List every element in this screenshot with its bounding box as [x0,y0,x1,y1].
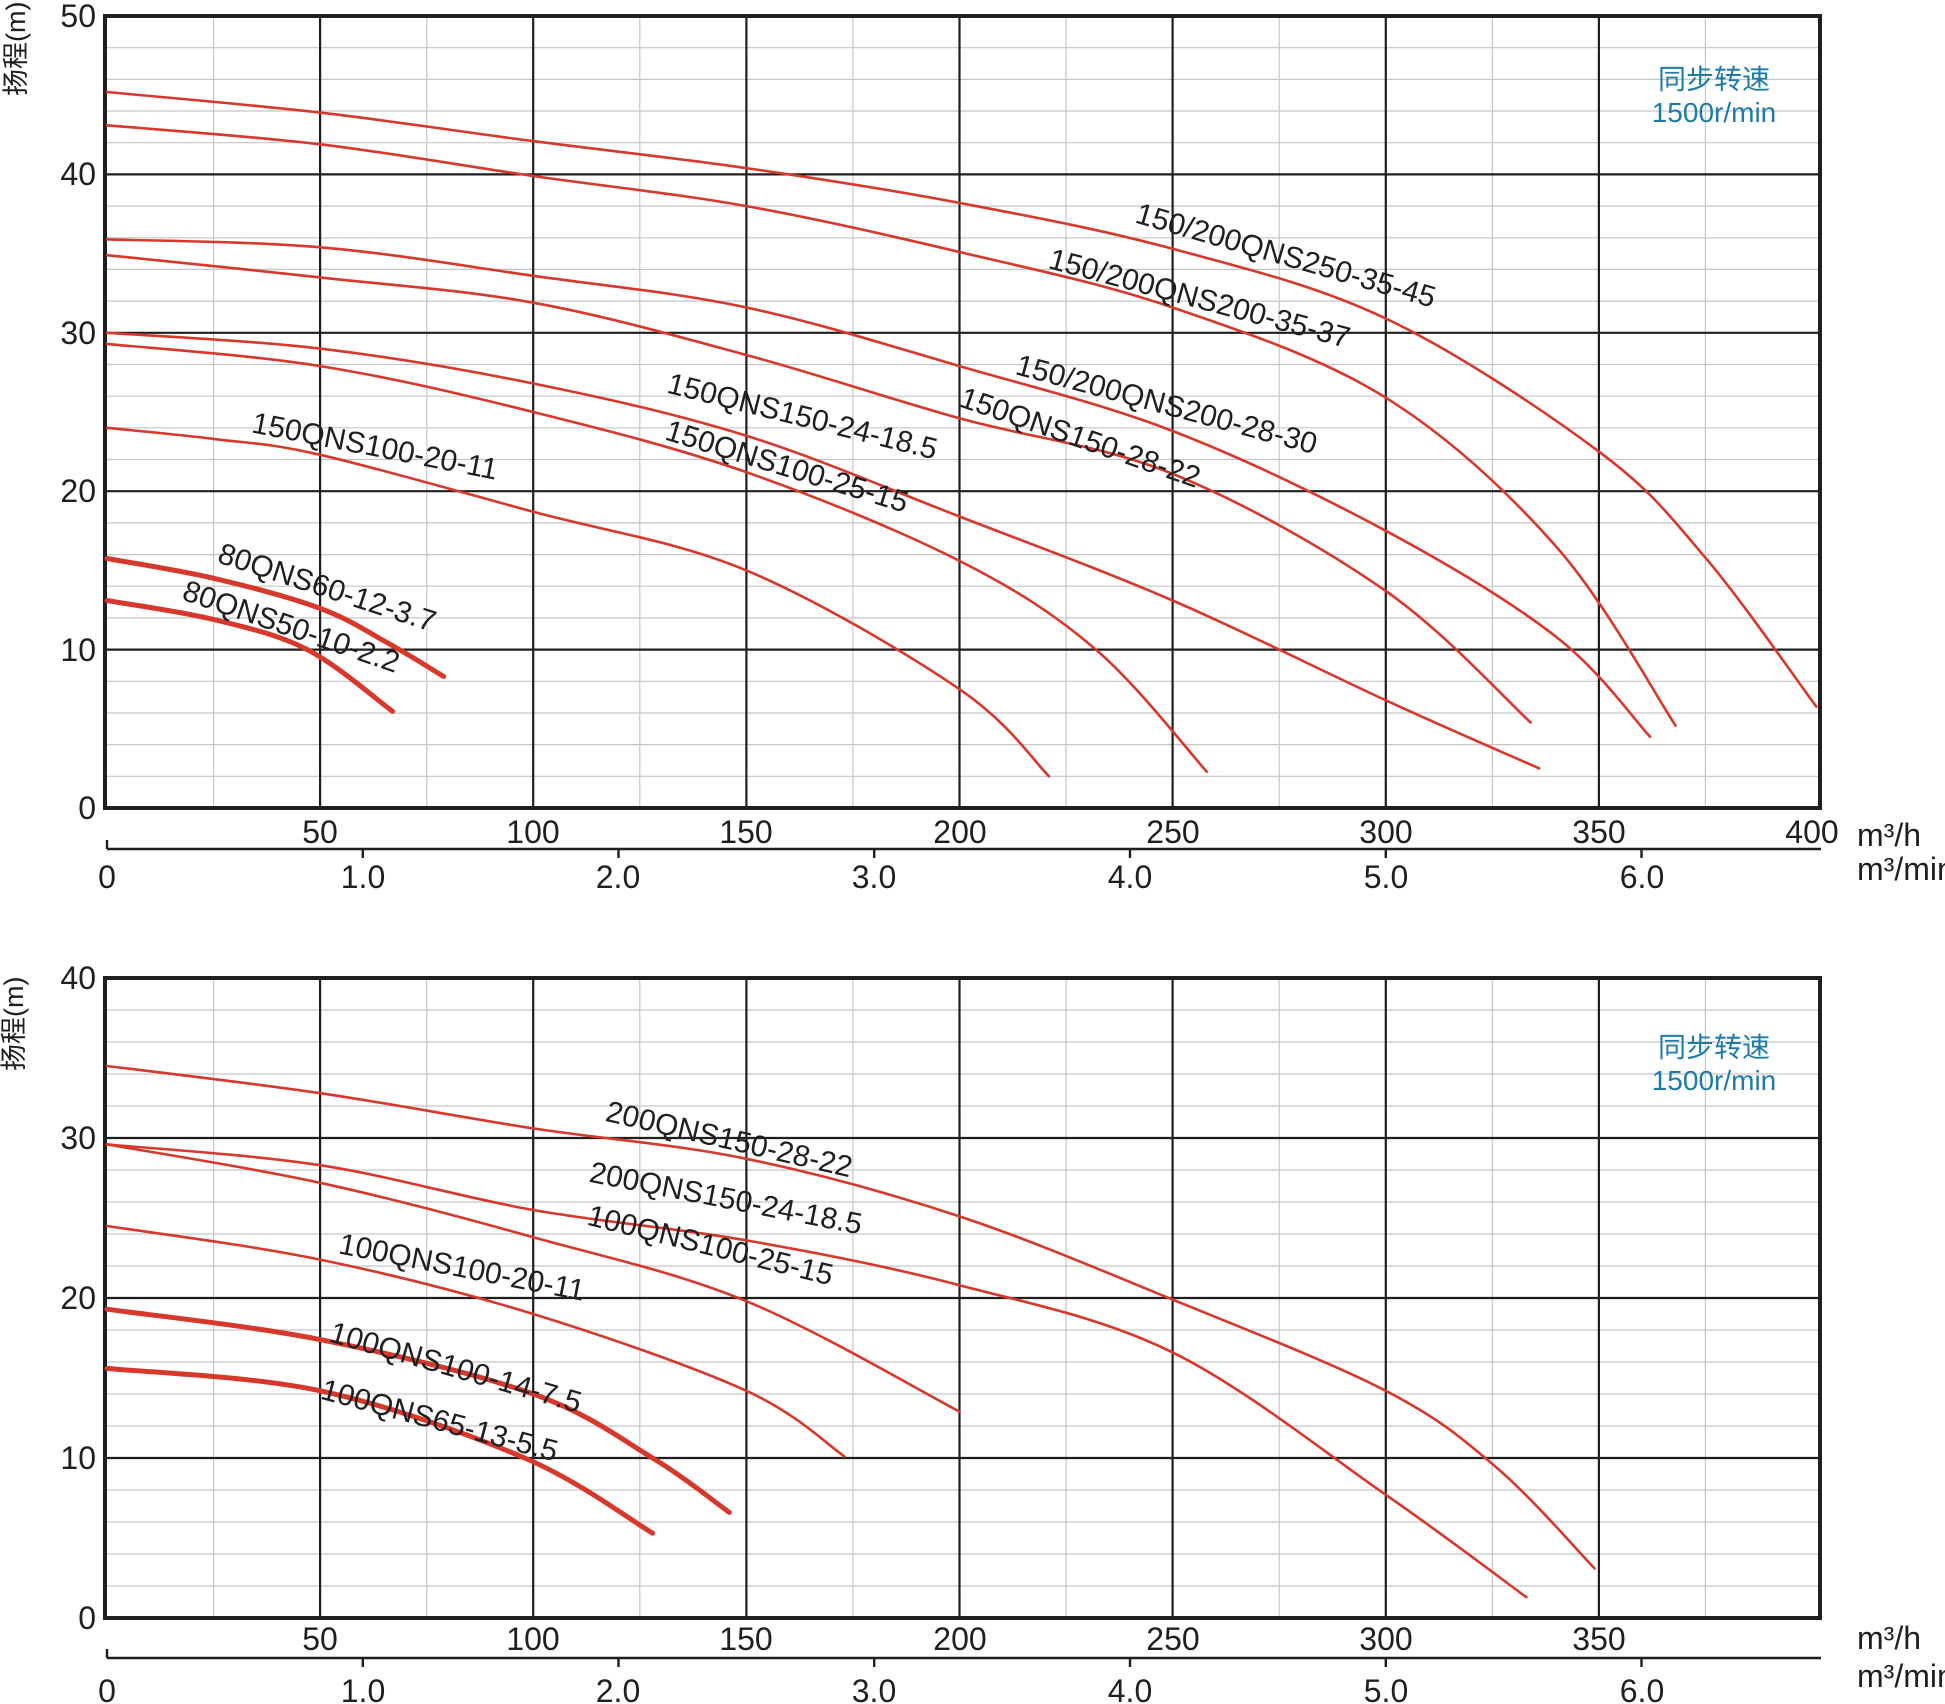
svg-text:50: 50 [302,814,338,850]
svg-text:3.0: 3.0 [852,859,896,895]
svg-text:250: 250 [1146,1621,1199,1657]
svg-text:0: 0 [98,1673,116,1704]
svg-text:150: 150 [719,1621,772,1657]
svg-text:30: 30 [60,1120,96,1156]
svg-text:250: 250 [1146,814,1199,850]
svg-text:200: 200 [933,1621,986,1657]
svg-text:5.0: 5.0 [1364,859,1408,895]
svg-text:1.0: 1.0 [341,1673,385,1704]
svg-text:10: 10 [60,1440,96,1476]
svg-text:40: 40 [60,156,96,192]
svg-text:40: 40 [60,960,96,996]
svg-text:m³/min: m³/min [1857,851,1945,887]
svg-text:m³/h: m³/h [1857,817,1921,853]
svg-text:350: 350 [1572,814,1625,850]
svg-text:1500r/min: 1500r/min [1652,97,1777,128]
svg-text:350: 350 [1572,1621,1625,1657]
svg-text:2.0: 2.0 [596,1673,640,1704]
svg-text:10: 10 [60,632,96,668]
svg-text:1500r/min: 1500r/min [1652,1065,1777,1096]
svg-text:0: 0 [78,790,96,826]
svg-text:5.0: 5.0 [1364,1673,1408,1704]
svg-text:30: 30 [60,315,96,351]
svg-text:(m): (m) [1,2,31,42]
svg-text:3.0: 3.0 [852,1673,896,1704]
svg-text:300: 300 [1359,1621,1412,1657]
svg-text:50: 50 [60,0,96,34]
svg-text:50: 50 [302,1621,338,1657]
svg-text:100: 100 [506,814,559,850]
svg-text:100: 100 [506,1621,559,1657]
svg-text:400: 400 [1785,814,1838,850]
svg-text:0: 0 [78,1600,96,1636]
svg-text:1.0: 1.0 [341,859,385,895]
svg-text:20: 20 [60,473,96,509]
svg-text:m³/h: m³/h [1857,1620,1921,1656]
svg-text:6.0: 6.0 [1620,1673,1664,1704]
svg-text:4.0: 4.0 [1108,859,1152,895]
svg-text:0: 0 [98,859,116,895]
svg-text:6.0: 6.0 [1620,859,1664,895]
svg-text:20: 20 [60,1280,96,1316]
svg-text:m³/min: m³/min [1857,1658,1945,1694]
svg-text:200: 200 [933,814,986,850]
svg-text:(m): (m) [0,977,29,1017]
svg-text:300: 300 [1359,814,1412,850]
svg-text:150: 150 [719,814,772,850]
svg-text:2.0: 2.0 [596,859,640,895]
svg-text:4.0: 4.0 [1108,1673,1152,1704]
